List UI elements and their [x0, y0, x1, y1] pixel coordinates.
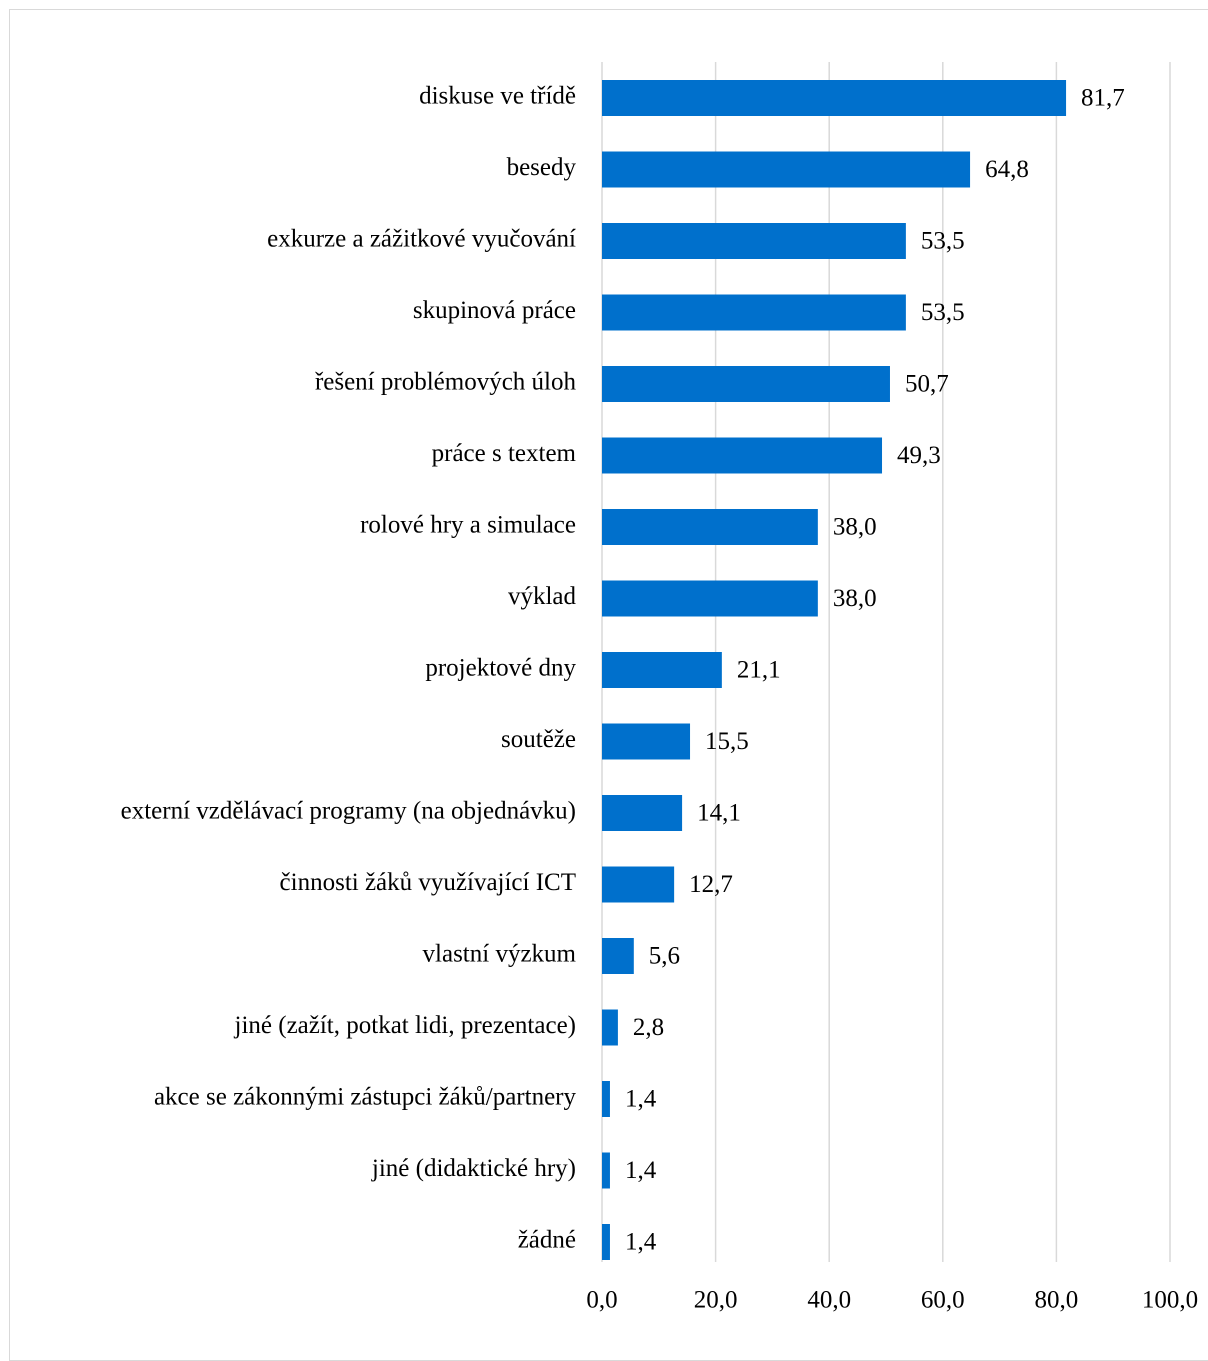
category-label: akce se zákonnými zástupci žáků/partnery	[154, 1084, 577, 1111]
bar	[602, 294, 906, 331]
value-label: 53,5	[921, 299, 965, 326]
value-label: 38,0	[833, 514, 877, 541]
x-tick-label: 0,0	[586, 1287, 617, 1314]
bar	[602, 1152, 610, 1189]
category-label: vlastní výzkum	[423, 941, 577, 968]
category-label: skupinová práce	[413, 297, 576, 324]
value-label: 81,7	[1081, 85, 1125, 112]
category-label: projektové dny	[425, 655, 576, 682]
bar	[602, 80, 1067, 116]
bar	[602, 580, 818, 617]
bar	[602, 938, 634, 974]
category-label: soutěže	[501, 726, 576, 753]
category-label: exkurze a zážitkové vyučování	[267, 226, 576, 253]
category-label: práce s textem	[432, 440, 577, 467]
x-tick-label: 100,0	[1142, 1287, 1198, 1314]
category-label: rolové hry a simulace	[360, 512, 576, 539]
bar	[602, 223, 906, 259]
bar	[602, 437, 883, 474]
value-labels: 81,7 64,8 53,5 53,5 50,7 49,3 38,0 38,0 21,1 15,5…	[625, 85, 1125, 1256]
bar	[602, 366, 890, 402]
value-label: 2,8	[633, 1014, 664, 1041]
category-label: jiné (didaktické hry)	[371, 1155, 576, 1182]
bar	[602, 1224, 610, 1260]
bars	[602, 80, 1067, 1260]
x-axis-tick-labels: 0,0 20,0 40,0 60,0 80,0 100,0	[586, 1287, 1198, 1314]
value-label: 53,5	[921, 228, 965, 255]
category-label: řešení problémových úloh	[315, 369, 577, 396]
x-tick-label: 60,0	[921, 1287, 965, 1314]
value-label: 5,6	[649, 943, 680, 970]
bar	[602, 151, 971, 188]
bar	[602, 723, 691, 760]
value-label: 1,4	[625, 1086, 657, 1113]
category-label: činnosti žáků využívající ICT	[280, 869, 576, 896]
value-label: 49,3	[897, 442, 941, 469]
value-label: 64,8	[985, 156, 1029, 183]
category-labels: diskuse ve třídě besedy exkurze a zážitkov…	[121, 83, 577, 1254]
x-tick-label: 80,0	[1035, 1287, 1079, 1314]
value-label: 1,4	[625, 1229, 657, 1256]
bar	[602, 795, 683, 831]
bar	[602, 1009, 618, 1046]
value-label: 12,7	[689, 871, 733, 898]
category-label: výklad	[508, 583, 577, 610]
bar	[602, 1081, 610, 1117]
bar	[602, 866, 675, 903]
bar	[602, 509, 818, 545]
value-label: 21,1	[737, 657, 781, 684]
category-label: jiné (zažít, potkat lidi, prezentace)	[234, 1012, 577, 1039]
value-label: 1,4	[625, 1157, 657, 1184]
value-label: 50,7	[905, 371, 949, 398]
category-label: žádné	[518, 1227, 576, 1254]
value-label: 14,1	[697, 800, 741, 827]
value-label: 15,5	[705, 728, 749, 755]
category-label: besedy	[507, 154, 577, 181]
x-tick-label: 20,0	[694, 1287, 738, 1314]
category-label: diskuse ve třídě	[419, 83, 576, 110]
bar	[602, 652, 722, 688]
value-label: 38,0	[833, 585, 877, 612]
category-label: externí vzdělávací programy (na objednáv…	[121, 798, 576, 825]
x-tick-label: 40,0	[807, 1287, 851, 1314]
